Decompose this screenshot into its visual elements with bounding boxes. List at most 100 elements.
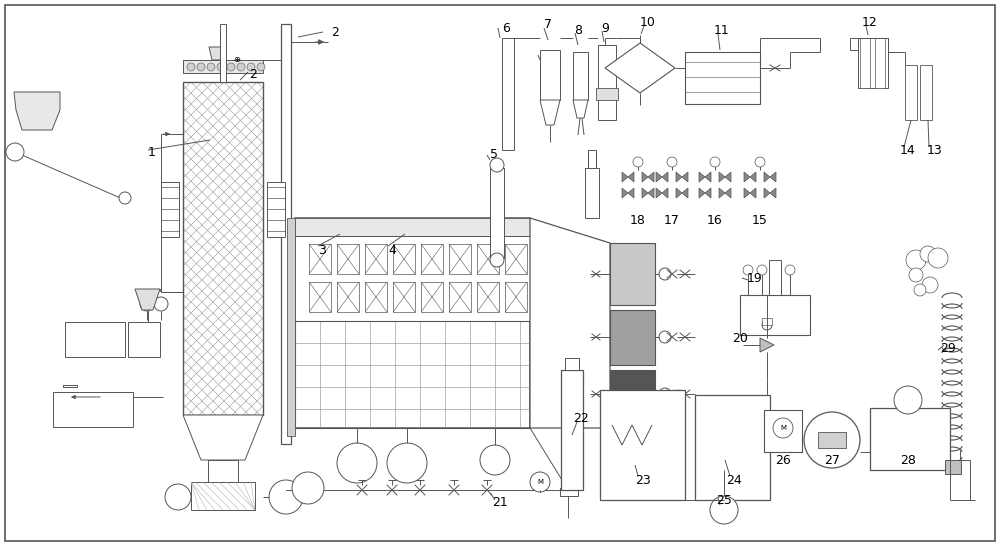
Circle shape: [762, 320, 772, 330]
Bar: [449, 244, 471, 274]
Circle shape: [530, 472, 550, 492]
Circle shape: [387, 443, 427, 483]
Text: 17: 17: [664, 213, 680, 227]
Text: 16: 16: [707, 213, 723, 227]
Polygon shape: [682, 172, 688, 182]
Bar: [337, 244, 359, 274]
Text: 9: 9: [601, 21, 609, 34]
Text: 15: 15: [752, 213, 768, 227]
Bar: [875, 38, 885, 88]
Circle shape: [755, 157, 765, 167]
Circle shape: [909, 268, 923, 282]
Polygon shape: [662, 172, 668, 182]
Bar: [220, 24, 226, 82]
Bar: [449, 282, 471, 312]
Bar: [490, 168, 504, 258]
Text: 2: 2: [331, 26, 339, 39]
Circle shape: [928, 248, 948, 268]
Bar: [191, 482, 255, 510]
Polygon shape: [183, 415, 263, 460]
Circle shape: [140, 297, 154, 311]
Bar: [295, 236, 530, 321]
Circle shape: [207, 63, 215, 71]
Circle shape: [710, 496, 738, 524]
Circle shape: [659, 388, 671, 400]
Bar: [540, 50, 560, 100]
Bar: [573, 52, 588, 100]
Circle shape: [920, 246, 936, 262]
Polygon shape: [14, 92, 60, 130]
Bar: [565, 358, 579, 370]
Circle shape: [6, 143, 24, 161]
Bar: [183, 60, 263, 73]
Bar: [585, 168, 599, 218]
Bar: [905, 65, 917, 120]
Text: 12: 12: [862, 15, 878, 28]
Bar: [762, 318, 772, 325]
Polygon shape: [682, 188, 688, 198]
Circle shape: [217, 63, 225, 71]
Circle shape: [119, 192, 131, 204]
Polygon shape: [744, 172, 750, 182]
Bar: [920, 65, 932, 120]
Bar: [560, 488, 578, 496]
Bar: [393, 244, 415, 274]
Polygon shape: [760, 338, 774, 352]
Circle shape: [771, 265, 781, 275]
Polygon shape: [642, 188, 648, 198]
Bar: [610, 370, 655, 418]
Circle shape: [906, 250, 926, 270]
Text: 8: 8: [574, 23, 582, 37]
Text: ⊕: ⊕: [234, 56, 240, 64]
Circle shape: [490, 253, 504, 267]
Polygon shape: [744, 188, 750, 198]
Polygon shape: [764, 172, 770, 182]
Circle shape: [922, 277, 938, 293]
Polygon shape: [605, 43, 675, 93]
Bar: [598, 45, 616, 120]
Text: 21: 21: [492, 496, 508, 509]
Circle shape: [710, 157, 720, 167]
Polygon shape: [656, 188, 662, 198]
Polygon shape: [648, 188, 654, 198]
Polygon shape: [750, 188, 756, 198]
Circle shape: [667, 157, 677, 167]
Circle shape: [633, 157, 643, 167]
Polygon shape: [750, 172, 756, 182]
Polygon shape: [699, 172, 705, 182]
Polygon shape: [530, 218, 610, 428]
Circle shape: [227, 63, 235, 71]
Polygon shape: [628, 172, 634, 182]
Bar: [685, 52, 760, 104]
Text: 22: 22: [573, 412, 589, 424]
Text: 7: 7: [544, 19, 552, 32]
Bar: [365, 244, 387, 274]
Circle shape: [247, 63, 255, 71]
Bar: [421, 244, 443, 274]
Bar: [477, 244, 499, 274]
Text: 29: 29: [940, 341, 956, 354]
Circle shape: [894, 386, 922, 414]
Polygon shape: [628, 188, 634, 198]
Polygon shape: [705, 188, 711, 198]
Bar: [295, 218, 530, 428]
Bar: [208, 460, 238, 482]
Circle shape: [914, 284, 926, 296]
Circle shape: [480, 445, 510, 475]
Text: 4: 4: [388, 244, 396, 257]
Circle shape: [269, 480, 303, 514]
Bar: [588, 150, 596, 168]
Text: 18: 18: [630, 213, 646, 227]
Circle shape: [743, 265, 753, 275]
Text: 6: 6: [502, 21, 510, 34]
Polygon shape: [676, 172, 682, 182]
Bar: [610, 243, 655, 305]
Polygon shape: [642, 172, 648, 182]
Bar: [740, 295, 810, 335]
Text: 28: 28: [900, 454, 916, 466]
Bar: [818, 432, 846, 448]
Polygon shape: [676, 188, 682, 198]
Bar: [695, 395, 770, 500]
Bar: [764, 410, 802, 452]
Text: 19: 19: [747, 271, 763, 284]
